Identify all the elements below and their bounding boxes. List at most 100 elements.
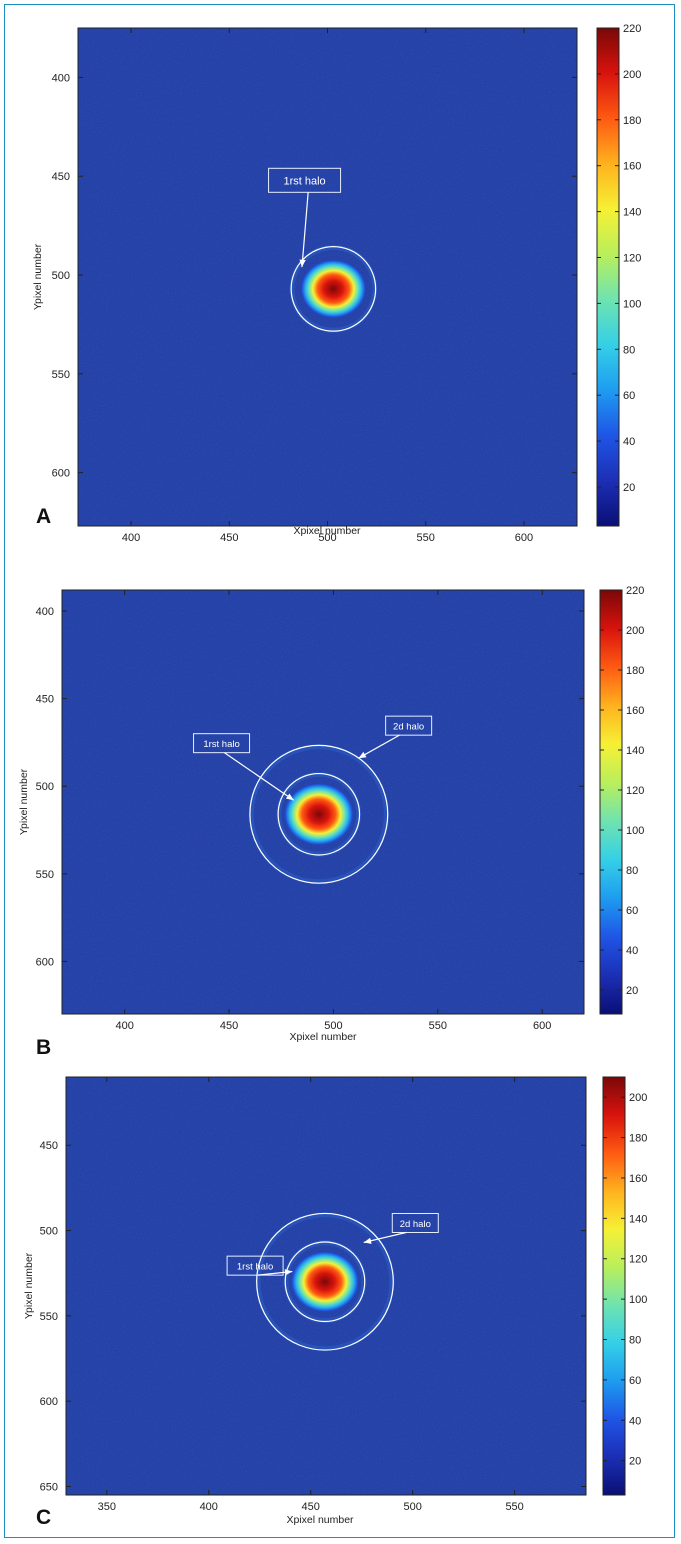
annotation-arrow [224,752,295,801]
first-halo-annotation: 1rst halo [193,733,295,801]
colorbar-tick-label: 100 [626,825,644,837]
x-tick-label: 550 [429,1020,447,1032]
second-halo-annotation: 2d halo [363,1212,439,1244]
colorbar-tick-label: 180 [623,115,641,127]
y-tick-label: 600 [40,1396,58,1408]
x-tick-label: 600 [533,1020,551,1032]
colorbar-tick-label: 80 [623,344,635,356]
central-spot [300,259,367,319]
colorbar-tick-label: 60 [626,905,638,917]
annotation-label: 2d halo [400,1219,431,1230]
y-tick-label: 550 [40,1311,58,1323]
colorbar-tick-label: 40 [626,945,638,957]
annotation-box [385,715,433,736]
halo-glow [255,1212,395,1352]
y-tick-label: 450 [52,171,70,183]
y-tick-label: 500 [52,270,70,282]
x-tick-label: 350 [98,1501,116,1513]
colorbar-tick-label: 60 [623,390,635,402]
colorbar-tick-label: 200 [623,69,641,81]
colorbar-tick-label: 80 [626,865,638,877]
first-halo-circle [277,772,361,856]
colorbar-tick-label: 80 [629,1335,641,1347]
halo-glow [283,1240,367,1324]
x-tick-label: 550 [417,532,435,544]
colorbar-tick-label: 20 [626,985,638,997]
x-tick-label: 500 [318,532,336,544]
colorbar-ramp [596,27,620,527]
colorbar-tick-label: 200 [626,625,644,637]
annotation-arrowhead [285,793,294,801]
first-halo-circle [284,1241,366,1323]
x-tick-label: 400 [200,1501,218,1513]
y-tick-label: 450 [36,694,54,706]
colorbar-tick-label: 180 [626,665,644,677]
y-tick-label: 550 [52,369,70,381]
plot-border [65,1076,587,1496]
central-spot [290,1251,360,1313]
y-tick-label: 550 [36,869,54,881]
first-halo-circle [290,246,377,332]
y-tick-label: 650 [40,1481,58,1493]
x-tick-label: 500 [403,1501,421,1513]
second-halo-annotation: 2d halo [358,715,433,759]
colorbar: 20 40 60 80 100 120 140 160 180 200 [602,1076,647,1496]
colorbar-tick-label: 100 [623,298,641,310]
x-tick-label: 450 [220,532,238,544]
x-tick-label: 450 [302,1501,320,1513]
annotation-box [391,1212,439,1233]
panel-c: 1rst halo 2d halo 350 400 450 500 550 450 500 550… [23,1076,647,1529]
annotation-box [268,167,342,193]
colorbar-tick-label: 220 [626,585,644,597]
y-tick-label: 600 [52,468,70,480]
y-tick-label: 500 [36,781,54,793]
colorbar-tick-label: 120 [626,785,644,797]
colorbar-tick-label: 100 [629,1294,647,1306]
annotation-arrowhead [363,1237,372,1244]
colorbar-ramp [599,589,623,1015]
colorbar-tick-label: 160 [623,161,641,173]
colorbar-tick-label: 160 [629,1173,647,1185]
colorbar-tick-label: 40 [623,436,635,448]
colorbar-tick-label: 200 [629,1092,647,1104]
y-axis-label: Ypixel number [32,243,44,310]
y-tick-label: 400 [36,606,54,618]
heatmap-area: 1rst halo 2d halo [62,590,584,1014]
central-spot [283,782,354,846]
colorbar-tick-label: 160 [626,705,644,717]
colorbar-tick-label: 40 [629,1415,641,1427]
x-axis-label: Xpixel number [293,525,361,537]
colorbar-tick-label: 20 [623,482,635,494]
annotation-label: 2d halo [393,722,424,733]
colorbar-tick-label: 60 [629,1375,641,1387]
colorbar-tick-label: 140 [629,1213,647,1225]
first-halo-annotation: 1rst halo [268,167,342,268]
y-tick-label: 500 [40,1226,58,1238]
halo-glow [289,244,378,333]
y-tick-label: 450 [40,1140,58,1152]
x-tick-label: 450 [220,1020,238,1032]
halo-glow [248,744,389,885]
halo-glow [276,771,362,857]
colorbar-tick-label: 140 [626,745,644,757]
x-tick-label: 550 [505,1501,523,1513]
annotation-arrowhead [299,259,306,268]
figure-frame [4,4,675,1538]
x-axis-label: Xpixel number [286,1514,354,1526]
colorbar: 20 40 60 80 100 120 140 160 180 200 220 [596,23,641,527]
annotation-arrowhead [358,751,367,759]
annotation-label: 1rst halo [283,175,325,187]
panel-a: 1rst halo 400 450 500 550 600 400 450 500 550 600 X… [32,23,641,544]
colorbar-tick-label: 140 [623,207,641,219]
x-tick-label: 400 [122,532,140,544]
y-axis-label: Ypixel number [23,1252,35,1319]
colorbar-tick-label: 120 [623,252,641,264]
annotation-arrow [301,192,309,268]
annotation-label: 1rst halo [237,1262,273,1273]
annotation-arrow [358,734,400,759]
colorbar-tick-label: 20 [629,1456,641,1468]
annotation-box [193,733,251,754]
colorbar-ramp [602,1076,626,1496]
first-halo-annotation: 1rst halo [226,1255,293,1276]
